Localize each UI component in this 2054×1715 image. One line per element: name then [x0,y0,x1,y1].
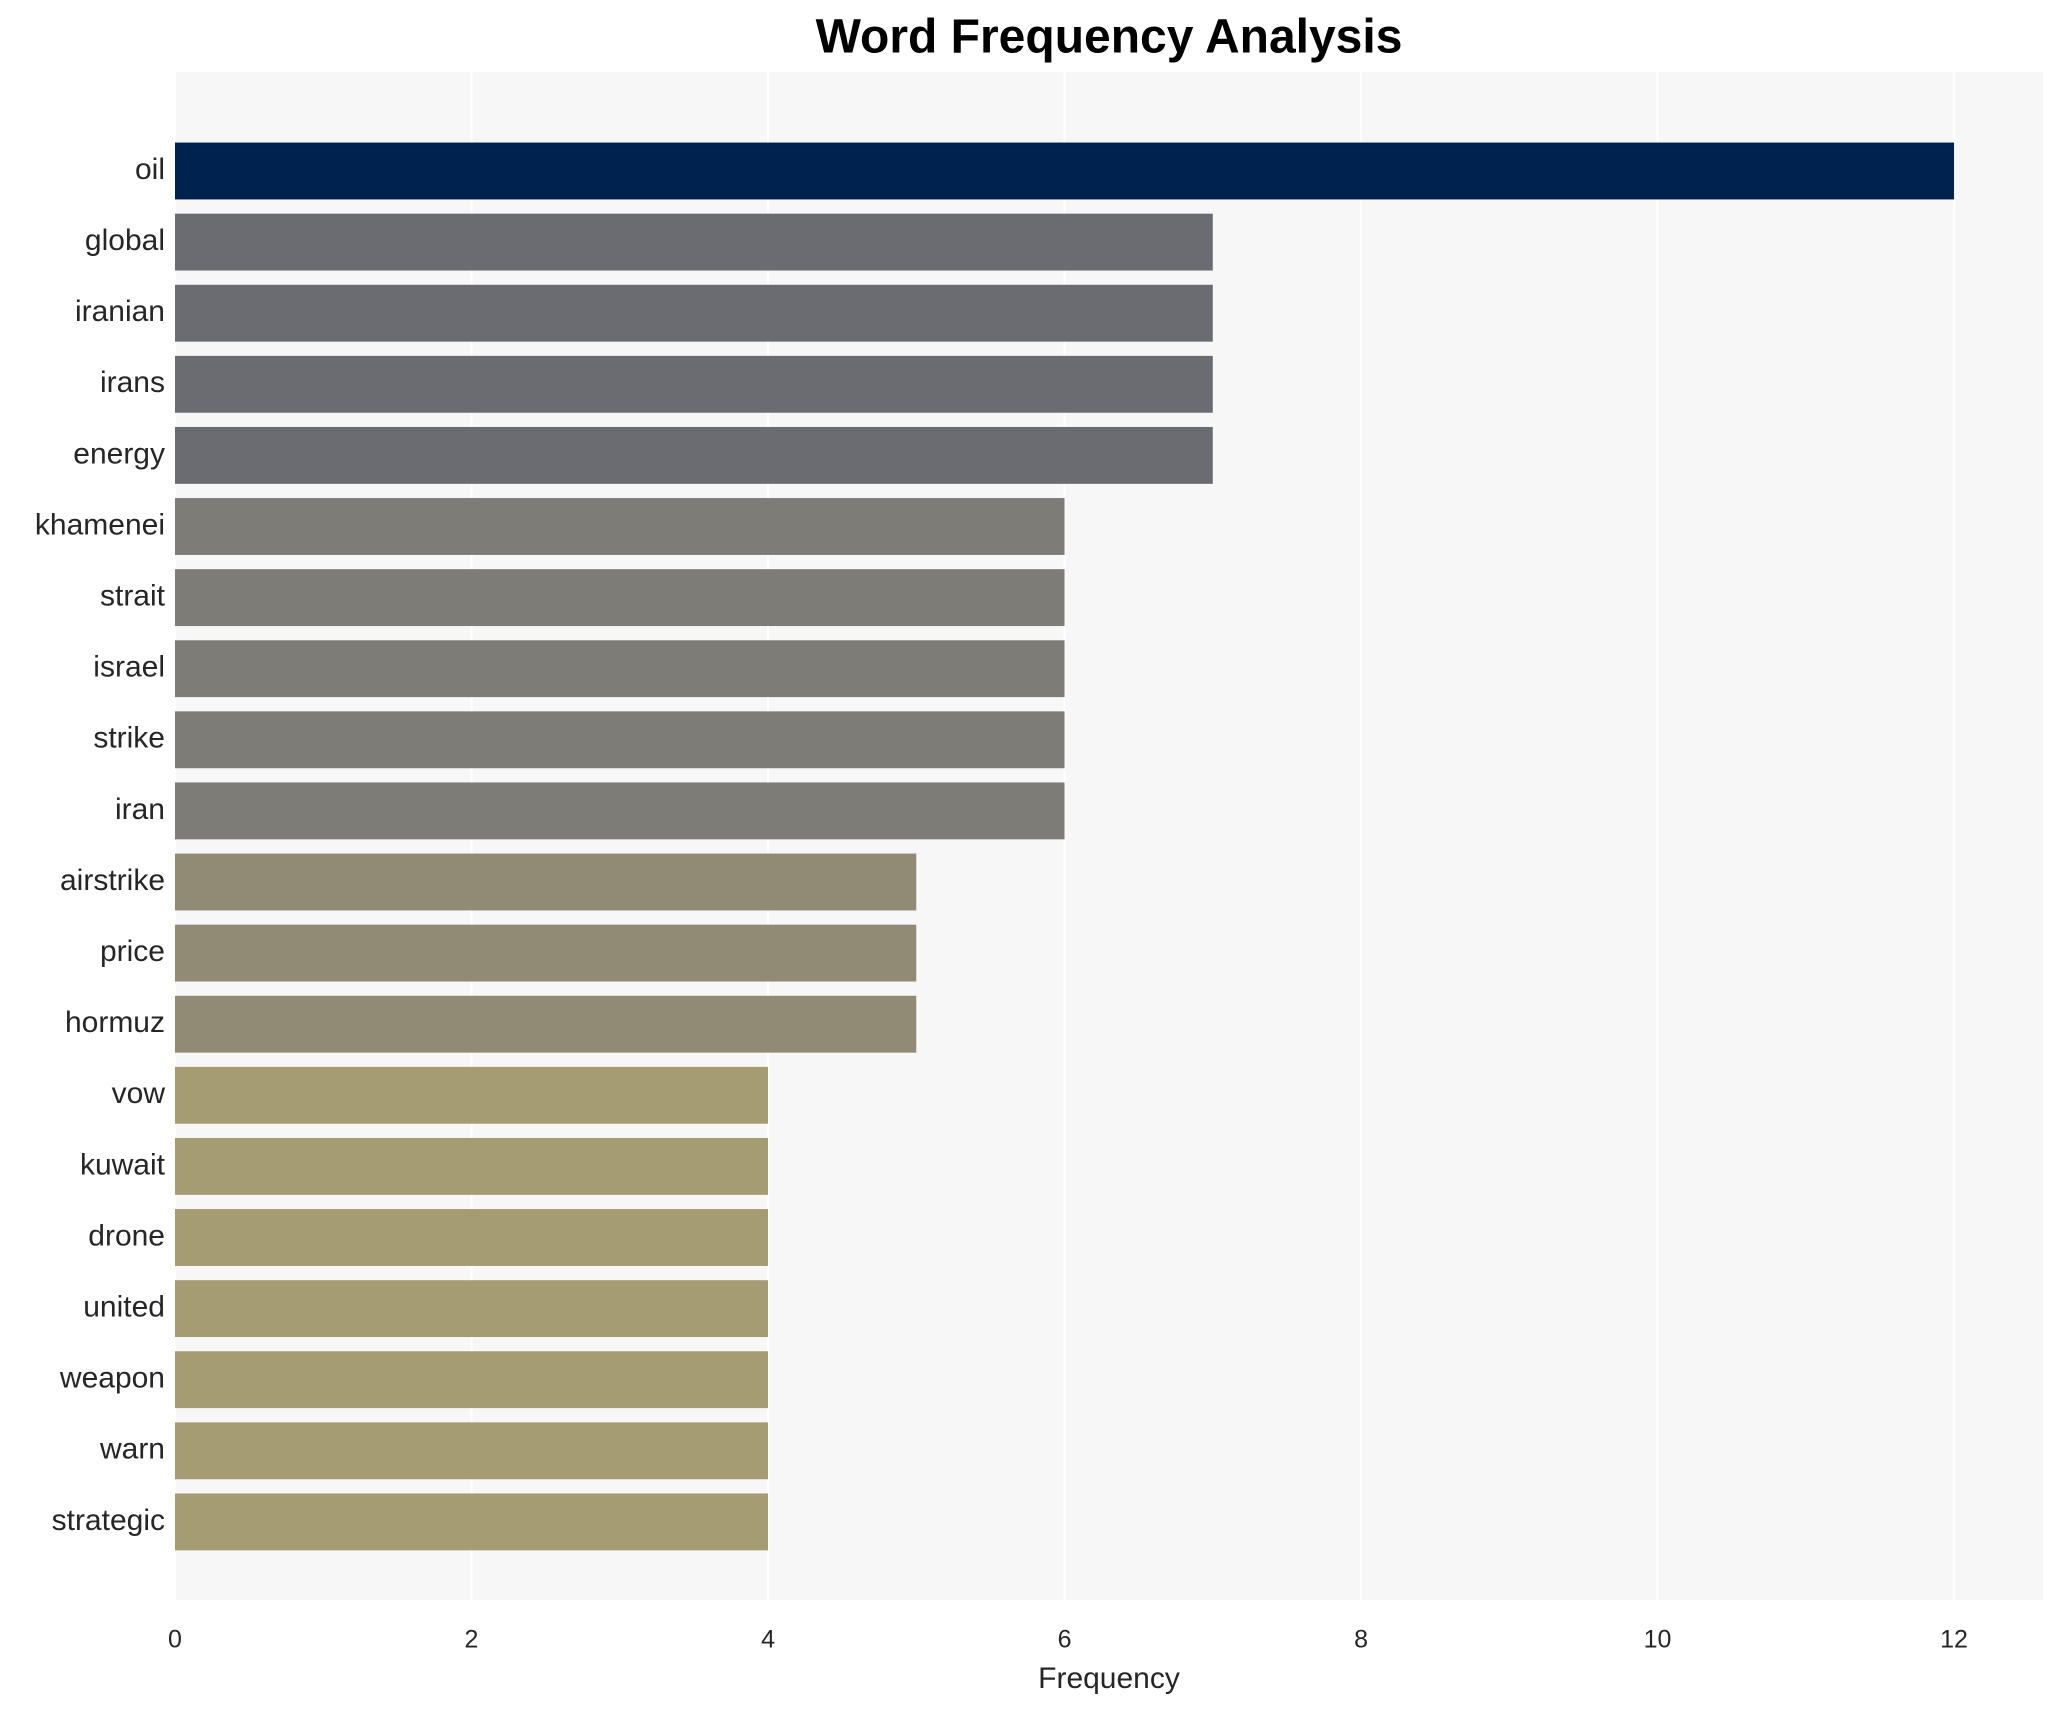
bar [175,1493,769,1551]
x-tick-label: 10 [1644,1626,1672,1654]
y-tick-label: strike [93,722,165,755]
bar [175,498,1065,555]
y-tick-label: kuwait [80,1148,166,1181]
chart-title: Word Frequency Analysis [816,11,1403,64]
y-tick-label: oil [135,153,165,186]
y-tick-label: iranian [75,295,165,328]
bar [175,284,1213,342]
x-tick-label: 2 [465,1626,479,1654]
x-tick-label: 6 [1058,1626,1072,1654]
bar [175,355,1213,413]
y-tick-label: price [100,935,165,968]
y-tick-label: energy [73,437,165,470]
bar [175,1422,769,1480]
y-tick-label: khamenei [35,508,165,541]
x-tick-label: 4 [761,1626,775,1654]
y-tick-label: warn [99,1433,165,1466]
bar [175,142,1955,200]
bar [175,213,1213,271]
bar [175,426,1213,484]
bar [175,1351,769,1409]
x-tick-label: 8 [1354,1626,1368,1654]
y-tick-label: iran [115,793,165,826]
bar [175,1066,769,1124]
bar [175,1280,769,1338]
bar [175,924,917,982]
x-tick-label: 0 [168,1626,182,1654]
bar [175,995,917,1053]
y-tick-label: hormuz [65,1006,165,1039]
y-tick-label: irans [100,366,165,399]
y-tick-label: strategic [52,1504,165,1537]
bar [175,711,1065,769]
y-tick-label: weapon [59,1362,165,1395]
y-tick-label: strait [100,580,166,613]
bar [175,1137,769,1195]
bar [175,853,917,911]
y-tick-label: israel [93,651,165,684]
y-tick-label: drone [88,1219,165,1252]
y-tick-label: global [85,224,165,257]
y-tick-label: united [83,1291,165,1324]
y-tick-label: airstrike [60,864,165,897]
y-tick-label: vow [112,1077,166,1110]
bar [175,640,1065,698]
bar [175,782,1065,840]
bar [175,1209,769,1266]
x-axis-label: Frequency [1038,1662,1180,1695]
bar [175,569,1065,627]
x-tick-label: 12 [1940,1626,1968,1654]
